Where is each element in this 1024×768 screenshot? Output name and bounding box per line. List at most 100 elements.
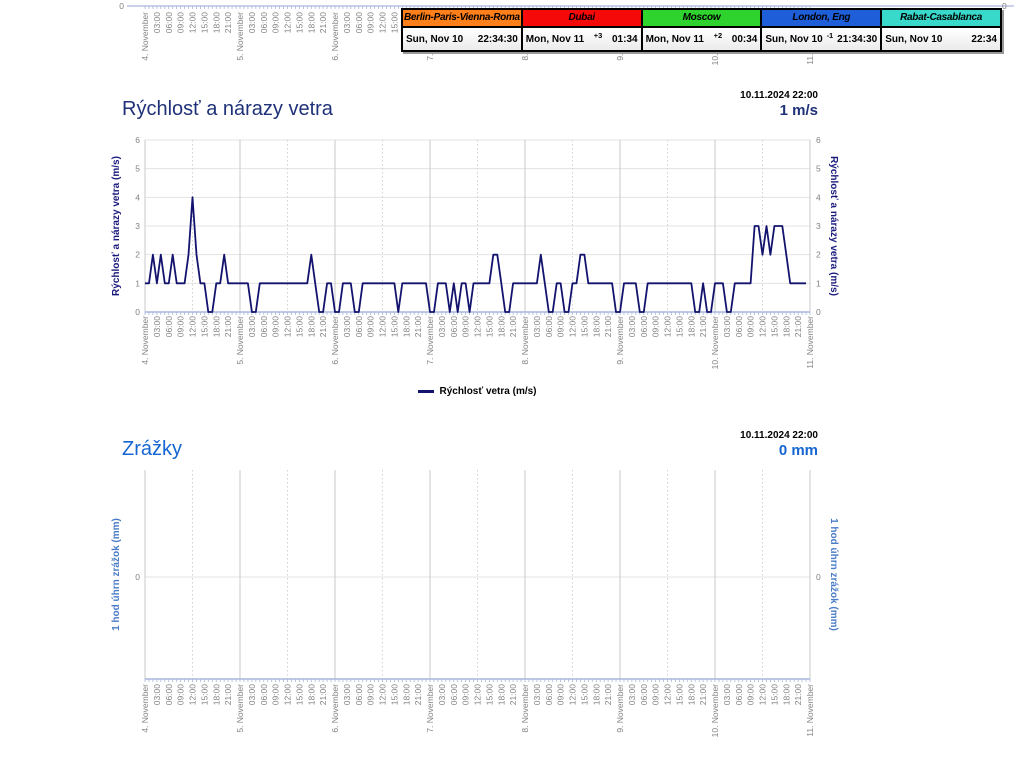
precip-chart-stamp: 10.11.2024 22:00 0 mm xyxy=(740,430,818,459)
svg-text:11. November: 11. November xyxy=(805,316,815,369)
clock-time-cell: Sun, Nov 10 -1 21:34:30 xyxy=(762,28,881,50)
svg-text:21:00: 21:00 xyxy=(698,684,708,706)
svg-text:18:00: 18:00 xyxy=(211,12,221,34)
wind-chart-stamp: 10.11.2024 22:00 1 m/s xyxy=(740,90,818,119)
svg-text:03:00: 03:00 xyxy=(627,316,637,338)
svg-text:12:00: 12:00 xyxy=(283,316,293,338)
svg-text:12:00: 12:00 xyxy=(188,684,198,706)
wind-legend: Rýchlosť vetra (m/s) xyxy=(145,386,810,397)
svg-text:18:00: 18:00 xyxy=(211,316,221,338)
svg-text:09:00: 09:00 xyxy=(461,316,471,338)
svg-text:10. November: 10. November xyxy=(710,684,720,738)
svg-text:18:00: 18:00 xyxy=(211,684,221,706)
svg-text:1 hod úhrn zrážok (mm): 1 hod úhrn zrážok (mm) xyxy=(111,518,122,631)
svg-text:09:00: 09:00 xyxy=(366,316,376,338)
svg-text:0: 0 xyxy=(135,572,140,582)
svg-text:03:00: 03:00 xyxy=(152,12,162,34)
svg-text:1 hod úhrn zrážok (mm): 1 hod úhrn zrážok (mm) xyxy=(828,518,839,631)
svg-text:12:00: 12:00 xyxy=(378,12,388,34)
svg-text:21:00: 21:00 xyxy=(223,684,233,706)
svg-text:12:00: 12:00 xyxy=(283,12,293,34)
svg-text:15:00: 15:00 xyxy=(199,12,209,34)
svg-text:06:00: 06:00 xyxy=(259,12,269,34)
svg-text:9. November: 9. November xyxy=(615,316,625,365)
svg-text:03:00: 03:00 xyxy=(247,316,257,338)
svg-text:06:00: 06:00 xyxy=(544,684,554,706)
svg-text:12:00: 12:00 xyxy=(378,316,388,338)
wind-legend-label: Rýchlosť vetra (m/s) xyxy=(439,386,537,397)
svg-text:15:00: 15:00 xyxy=(199,316,209,338)
svg-text:5. November: 5. November xyxy=(235,684,245,733)
svg-text:18:00: 18:00 xyxy=(781,684,791,706)
wind-chart-grid xyxy=(144,139,811,315)
wind-speed-series xyxy=(145,196,806,313)
svg-text:09:00: 09:00 xyxy=(461,684,471,706)
svg-text:18:00: 18:00 xyxy=(401,316,411,338)
svg-text:10. November: 10. November xyxy=(710,316,720,370)
svg-text:09:00: 09:00 xyxy=(271,12,281,34)
svg-text:03:00: 03:00 xyxy=(532,684,542,706)
svg-text:18:00: 18:00 xyxy=(496,316,506,338)
svg-text:06:00: 06:00 xyxy=(259,316,269,338)
svg-text:3: 3 xyxy=(135,221,140,231)
svg-text:5: 5 xyxy=(135,164,140,174)
clock-utc-offset: -1 xyxy=(826,30,834,40)
svg-text:06:00: 06:00 xyxy=(734,684,744,706)
svg-text:09:00: 09:00 xyxy=(556,316,566,338)
svg-text:09:00: 09:00 xyxy=(176,684,186,706)
svg-text:15:00: 15:00 xyxy=(674,316,684,338)
svg-text:0: 0 xyxy=(135,307,140,317)
svg-text:4. November: 4. November xyxy=(140,12,150,61)
svg-text:6: 6 xyxy=(816,135,821,145)
clock-city-name: Dubai xyxy=(522,10,641,28)
svg-text:18:00: 18:00 xyxy=(496,684,506,706)
svg-text:15:00: 15:00 xyxy=(389,684,399,706)
clock-column-4: London, Eng Sun, Nov 10 -1 21:34:30 xyxy=(762,10,883,50)
svg-text:21:00: 21:00 xyxy=(793,684,803,706)
svg-text:11. November: 11. November xyxy=(805,684,815,737)
wind-chart-title: Rýchlosť a nárazy vetra xyxy=(122,98,333,120)
clock-date: Mon, Nov 11 xyxy=(525,33,585,45)
svg-text:15:00: 15:00 xyxy=(579,316,589,338)
svg-text:06:00: 06:00 xyxy=(544,316,554,338)
svg-text:12:00: 12:00 xyxy=(663,316,673,338)
svg-text:15:00: 15:00 xyxy=(389,12,399,34)
svg-text:4: 4 xyxy=(816,192,821,202)
clock-utc-offset: +2 xyxy=(713,30,723,40)
clock-column-2: Dubai Mon, Nov 11 +3 01:34 xyxy=(522,10,643,50)
svg-text:03:00: 03:00 xyxy=(152,316,162,338)
svg-text:06:00: 06:00 xyxy=(734,316,744,338)
clock-time-cell: Mon, Nov 11 +3 01:34 xyxy=(522,28,641,50)
svg-text:03:00: 03:00 xyxy=(722,684,732,706)
svg-text:06:00: 06:00 xyxy=(449,316,459,338)
svg-text:06:00: 06:00 xyxy=(639,684,649,706)
svg-text:18:00: 18:00 xyxy=(306,316,316,338)
svg-text:09:00: 09:00 xyxy=(746,684,756,706)
svg-text:15:00: 15:00 xyxy=(579,684,589,706)
svg-text:12:00: 12:00 xyxy=(473,316,483,338)
svg-text:18:00: 18:00 xyxy=(686,684,696,706)
svg-text:06:00: 06:00 xyxy=(164,12,174,34)
svg-text:15:00: 15:00 xyxy=(674,684,684,706)
svg-text:09:00: 09:00 xyxy=(366,684,376,706)
svg-text:09:00: 09:00 xyxy=(746,316,756,338)
svg-text:06:00: 06:00 xyxy=(164,684,174,706)
svg-text:7. November: 7. November xyxy=(425,684,435,733)
svg-text:12:00: 12:00 xyxy=(378,684,388,706)
clock-date: Sun, Nov 10 xyxy=(406,33,464,45)
svg-text:12:00: 12:00 xyxy=(188,316,198,338)
clock-time-cell: Sun, Nov 10 22:34:30 xyxy=(403,28,521,50)
svg-text:06:00: 06:00 xyxy=(639,316,649,338)
svg-text:09:00: 09:00 xyxy=(271,316,281,338)
svg-text:15:00: 15:00 xyxy=(294,684,304,706)
svg-text:21:00: 21:00 xyxy=(698,316,708,338)
svg-text:4. November: 4. November xyxy=(140,684,150,733)
svg-text:18:00: 18:00 xyxy=(306,684,316,706)
svg-text:0: 0 xyxy=(1002,1,1007,11)
svg-text:Rýchlosť a nárazy vetra (m/s): Rýchlosť a nárazy vetra (m/s) xyxy=(111,156,122,296)
svg-text:21:00: 21:00 xyxy=(318,12,328,34)
wind-axis-titles: Rýchlosť a nárazy vetra (m/s) Rýchlosť a … xyxy=(111,156,839,296)
svg-text:09:00: 09:00 xyxy=(556,684,566,706)
